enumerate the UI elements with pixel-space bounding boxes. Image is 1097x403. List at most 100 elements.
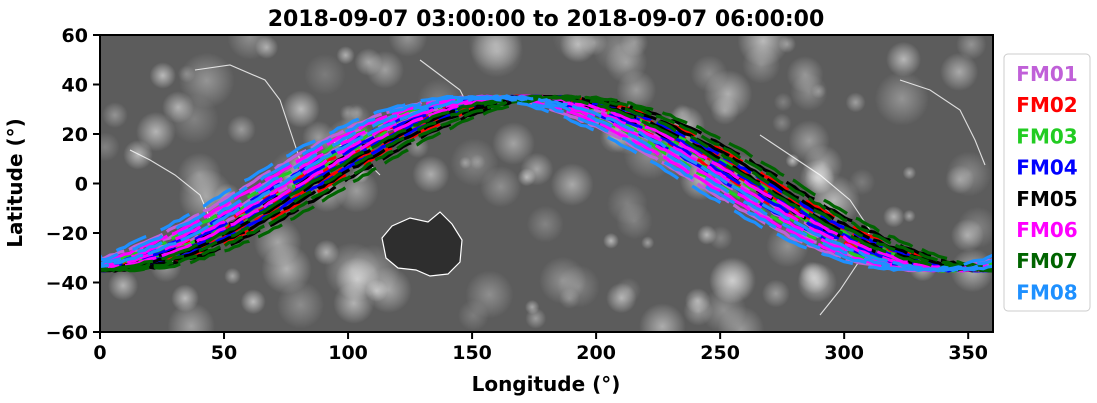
cloud-blob [100, 132, 120, 162]
x-tick-label: 100 [328, 342, 368, 364]
cloud-blob [336, 46, 355, 65]
cloud-blob [354, 48, 383, 76]
cloud-blob [903, 209, 916, 223]
y-tick-label: 60 [62, 25, 88, 47]
cloud-blob [945, 165, 975, 195]
cloud-blob [616, 70, 657, 110]
cloud-blob [550, 163, 594, 207]
cloud-blob [339, 104, 356, 121]
cloud-blob [703, 69, 753, 119]
track-fm03 [100, 94, 993, 273]
x-tick-label: 50 [211, 342, 237, 364]
y-tick-label: −40 [46, 273, 88, 295]
track-fm08 [100, 94, 993, 273]
track-fm01 [100, 95, 993, 273]
cloud-blob [470, 154, 486, 170]
cloud-blob [845, 92, 866, 113]
cloud-blob [240, 289, 266, 315]
orbit-tracks [100, 94, 993, 273]
cloud-blob [167, 302, 215, 332]
cloud-blob [227, 115, 256, 144]
cloud-blob [313, 239, 340, 266]
cloud-blob [886, 41, 922, 77]
x-tick-label: 0 [93, 342, 106, 364]
cloud-blob [788, 120, 830, 162]
x-tick-label: 300 [824, 342, 864, 364]
coastline [194, 64, 301, 161]
cloud-blob [480, 166, 522, 208]
cloud-blob [558, 288, 580, 309]
landmass-dark [381, 211, 463, 277]
cloud-blob [525, 299, 540, 315]
cloud-blob [102, 102, 128, 128]
track-fm08 [100, 94, 993, 273]
cloud-blob [468, 35, 523, 72]
y-tick-label: 40 [62, 75, 88, 97]
cloud-blob [304, 53, 346, 96]
legend-item-fm01: FM01 [1016, 62, 1077, 86]
cloud-blob [773, 92, 793, 112]
plot-area [100, 35, 993, 332]
track-fm04 [100, 94, 993, 273]
cloud-blob [492, 122, 535, 165]
x-tick-label: 250 [700, 342, 740, 364]
cloud-blob [333, 282, 375, 324]
legend: FM01 FM02 FM03 FM04 FM05 FM06 FM07 FM08 [1003, 53, 1091, 312]
cloud-blob [737, 35, 789, 67]
cloud-blob [639, 303, 686, 332]
coastline [759, 134, 871, 316]
legend-item-fm08: FM08 [1016, 280, 1077, 304]
legend-item-fm04: FM04 [1016, 156, 1077, 180]
x-axis: 0 50 100 150 200 250 300 350 [93, 332, 988, 364]
y-tick-label: 0 [75, 174, 88, 196]
chart-title: 2018-09-07 03:00:00 to 2018-09-07 06:00:… [268, 7, 825, 32]
legend-box [1003, 53, 1091, 312]
cloud-blob [902, 166, 917, 180]
cloud-blob [603, 232, 619, 249]
cloud-blob [785, 153, 800, 168]
y-axis-label: Latitude (°) [3, 118, 27, 248]
cloud-blob [883, 205, 905, 228]
x-axis-label: Longitude (°) [472, 372, 621, 396]
cloud-blob [641, 236, 655, 250]
cloud-blob [606, 282, 637, 314]
cloud-blob [620, 35, 649, 57]
track-fm04 [100, 94, 993, 273]
cloud-blob [169, 94, 219, 144]
legend-item-fm05: FM05 [1016, 187, 1077, 211]
cloud-blob [276, 281, 325, 329]
cloud-blob [459, 156, 472, 169]
cloud-blob [282, 90, 320, 128]
cloud-blob [302, 120, 336, 154]
cloud-blob [227, 35, 273, 60]
cloud-blob [224, 267, 241, 285]
legend-item-fm06: FM06 [1016, 218, 1077, 242]
legend-item-fm02: FM02 [1016, 93, 1077, 117]
track-fm08 [100, 95, 993, 273]
cloud-blob [874, 71, 930, 126]
cloud-blob [136, 111, 176, 152]
cloud-blob [388, 35, 428, 57]
cloud-blob [761, 279, 790, 308]
cloud-blob [520, 152, 554, 186]
x-tick-label: 150 [452, 342, 492, 364]
x-tick-label: 200 [576, 342, 616, 364]
y-tick-label: −20 [46, 223, 88, 245]
cloud-blob [940, 52, 979, 91]
x-tick-label: 350 [948, 342, 988, 364]
cloud-blob [797, 262, 837, 303]
cloud-blob [772, 113, 792, 133]
cloud-blob [786, 56, 824, 93]
cloud-blob [412, 155, 450, 193]
y-tick-label: −60 [46, 322, 88, 344]
track-fm07 [100, 94, 993, 273]
legend-item-fm07: FM07 [1016, 249, 1077, 273]
y-axis: 60 40 20 0 −20 −40 −60 [46, 25, 100, 344]
cloud-blob [701, 287, 747, 332]
cloud-blob [956, 206, 993, 249]
track-fm08 [100, 94, 993, 273]
cloud-blob [149, 62, 176, 89]
cloud-blob [581, 35, 608, 56]
cloud-blob [526, 205, 564, 243]
